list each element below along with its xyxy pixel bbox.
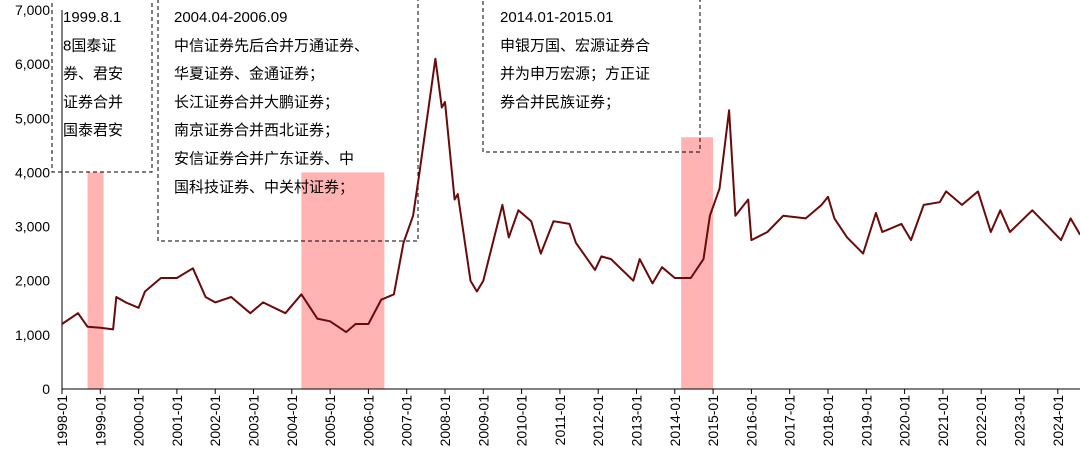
x-tick-label: 2013-01	[629, 395, 645, 447]
annotation-text: 华夏证券、金通证券；	[174, 66, 324, 83]
y-tick-label: 4,000	[15, 164, 50, 180]
x-tick-label: 2014-01	[667, 395, 683, 447]
annotation-text: 安信证券合并广东证券、中	[174, 150, 354, 167]
x-tick-label: 2017-01	[782, 395, 798, 447]
annotation-box	[157, 0, 419, 242]
annotation-text: 国科技证券、中关村证券；	[174, 179, 354, 196]
x-tick-label: 2003-01	[246, 395, 262, 447]
annotation-text: 并为申万宏源；方正证	[500, 66, 650, 83]
x-tick-label: 2016-01	[743, 395, 759, 447]
annotation-text: 中信证券先后合并万通证券、	[174, 37, 369, 54]
annotation-text: 南京证券合并西北证券；	[174, 122, 339, 139]
y-tick-label: 0	[42, 381, 50, 397]
x-tick-label: 2006-01	[360, 395, 376, 447]
x-tick-label: 2015-01	[705, 395, 721, 447]
x-tick-label: 2019-01	[858, 395, 874, 447]
x-tick-label: 2021-01	[935, 395, 951, 447]
highlight-band	[681, 137, 714, 389]
annotation-text: 2014.01-2015.01	[500, 9, 613, 26]
x-tick-label: 2020-01	[897, 395, 913, 447]
y-tick-label: 5,000	[15, 110, 50, 126]
y-tick-label: 6,000	[15, 56, 50, 72]
x-tick-label: 2010-01	[514, 395, 530, 447]
x-tick-label: 2018-01	[820, 395, 836, 447]
x-tick-label: 2008-01	[437, 395, 453, 447]
annotation-text: 券、君安	[63, 66, 123, 83]
x-tick-label: 2001-01	[169, 395, 185, 447]
y-tick-label: 7,000	[15, 2, 50, 18]
annotation-text: 国泰君安	[63, 122, 123, 139]
x-tick-label: 2011-01	[552, 395, 568, 446]
x-tick-label: 1998-01	[54, 395, 70, 447]
annotation-text: 1999.8.1	[63, 9, 121, 26]
highlight-band	[301, 172, 385, 389]
x-tick-label: 2007-01	[399, 395, 415, 447]
x-tick-label: 2012-01	[590, 395, 606, 447]
x-tick-label: 2009-01	[475, 395, 491, 447]
annotation-box	[51, 0, 153, 173]
x-tick-label: 2022-01	[973, 395, 989, 447]
y-tick-label: 3,000	[15, 219, 50, 235]
x-tick-label: 1999-01	[92, 395, 108, 447]
annotation-text: 8国泰证	[63, 37, 116, 54]
annotation-text: 证券合并	[63, 94, 123, 111]
x-tick-label: 2005-01	[322, 395, 338, 447]
x-tick-label: 2024-01	[1050, 395, 1066, 447]
x-tick-label: 2000-01	[131, 395, 147, 447]
annotation-text: 2004.04-2006.09	[174, 9, 287, 26]
y-tick-label: 1,000	[15, 327, 50, 343]
x-tick-label: 2023-01	[1012, 395, 1028, 447]
annotation-text: 长江证券合并大鹏证券；	[174, 94, 339, 111]
x-tick-label: 2004-01	[284, 395, 300, 447]
annotation-text: 申银万国、宏源证券合	[500, 37, 650, 54]
x-tick-label: 2002-01	[207, 395, 223, 447]
index-line	[61, 57, 1080, 334]
y-tick-label: 2,000	[15, 273, 50, 289]
annotation-text: 券合并民族证券；	[500, 94, 620, 111]
annotation-box	[482, 0, 701, 153]
highlight-band	[87, 172, 104, 389]
